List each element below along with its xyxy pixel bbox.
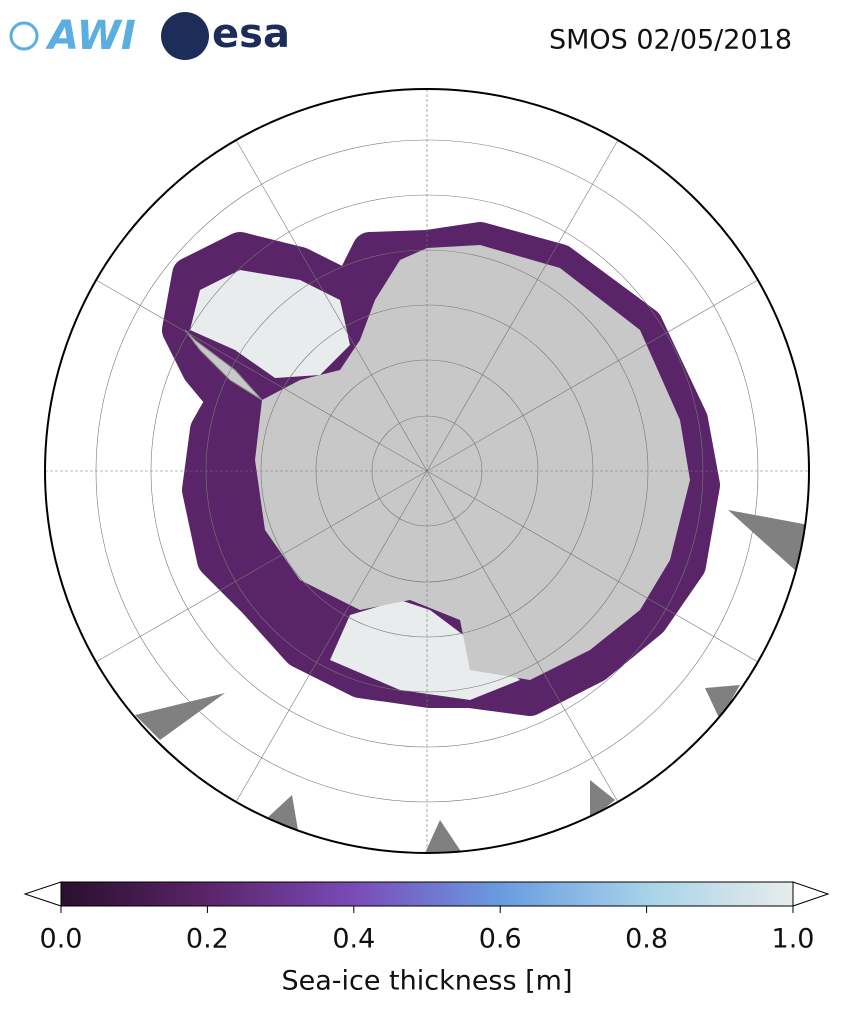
- extend-high: [792, 881, 830, 907]
- title: SMOS 02/05/2018: [549, 25, 792, 56]
- colorbar-ramp: [60, 881, 794, 907]
- colorbar-tick-label: 1.0: [772, 924, 815, 955]
- logos: AWI esa: [9, 11, 290, 60]
- awi-logo: AWI: [45, 13, 136, 59]
- antarctica: [255, 245, 690, 680]
- weddell-ice: [190, 270, 350, 378]
- colorbar-tick-label: 0.6: [479, 924, 522, 955]
- colorbar-tick-label: 0.8: [625, 924, 668, 955]
- colorbar-tick-label: 0.0: [40, 924, 83, 955]
- colorbar-tick-label: 0.2: [186, 924, 229, 955]
- ross-ice: [330, 600, 520, 700]
- graticule: [45, 89, 809, 853]
- colorbar-tick-label: 0.4: [332, 924, 375, 955]
- peninsula: [184, 329, 263, 401]
- extend-low: [23, 881, 62, 907]
- colorbar-label: Sea-ice thickness [m]: [281, 966, 572, 997]
- awi-icon: [9, 21, 39, 51]
- esa-logo: esa: [212, 11, 290, 57]
- map: [45, 89, 809, 853]
- missing-data: [135, 510, 809, 853]
- colorbar: [23, 881, 830, 913]
- esa-icon: [161, 12, 209, 60]
- map-frame: [44, 88, 810, 854]
